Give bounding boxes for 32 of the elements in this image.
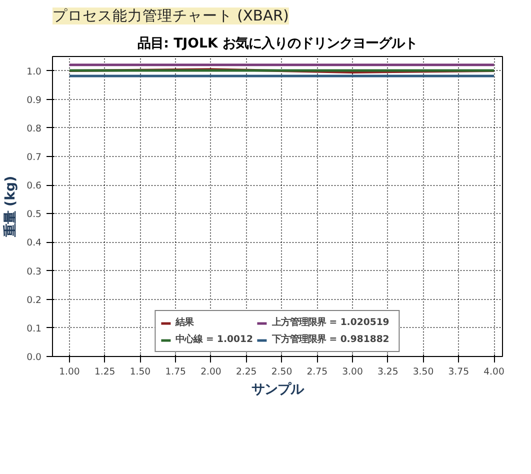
x-tick-label: 3.75 bbox=[448, 366, 470, 378]
y-tick-label: 0.5 bbox=[26, 209, 42, 220]
x-tick-label: 3.00 bbox=[342, 366, 363, 378]
x-tick-label: 1.75 bbox=[165, 366, 186, 378]
y-tick-label: 0.6 bbox=[26, 180, 42, 192]
y-axis-title: 重量 (kg) bbox=[2, 176, 19, 238]
x-tick-label: 2.50 bbox=[271, 366, 292, 378]
x-tick-label: 2.75 bbox=[306, 366, 328, 378]
legend-label: 上方管理限界 = 1.020519 bbox=[272, 316, 390, 329]
x-tick-label: 4.00 bbox=[484, 366, 504, 378]
y-tick-label: 0.7 bbox=[26, 152, 42, 163]
x-tick-label: 3.25 bbox=[377, 366, 398, 378]
y-tick-label: 0.3 bbox=[26, 266, 42, 278]
x-tick-label: 2.25 bbox=[236, 366, 257, 378]
x-tick-label: 2.00 bbox=[200, 366, 222, 378]
y-tick-label: 0.4 bbox=[26, 238, 42, 249]
legend-label: 中心線 = 1.0012 bbox=[176, 333, 254, 346]
y-tick-label: 0.1 bbox=[26, 323, 42, 334]
x-tick-label: 3.50 bbox=[412, 366, 434, 378]
x-tick-label: 1.25 bbox=[94, 366, 116, 378]
chart-subtitle: 品目: TJOLK お気に入りのドリンクヨーグルト bbox=[138, 36, 418, 52]
y-tick-label: 0.0 bbox=[26, 352, 42, 363]
x-tick-label: 1.50 bbox=[130, 366, 151, 378]
y-tick-label: 1.0 bbox=[26, 66, 42, 78]
legend-label: 結果 bbox=[176, 316, 195, 329]
x-axis-title: サンプル bbox=[252, 382, 304, 398]
x-tick-label: 1.00 bbox=[59, 366, 80, 378]
legend-label: 下方管理限界 = 0.981882 bbox=[272, 333, 390, 346]
y-tick-label: 0.8 bbox=[26, 123, 42, 134]
chart-title: プロセス能力管理チャート (XBAR) bbox=[52, 8, 289, 24]
y-tick-label: 0.2 bbox=[26, 294, 42, 306]
y-tick-label: 0.9 bbox=[26, 94, 42, 106]
